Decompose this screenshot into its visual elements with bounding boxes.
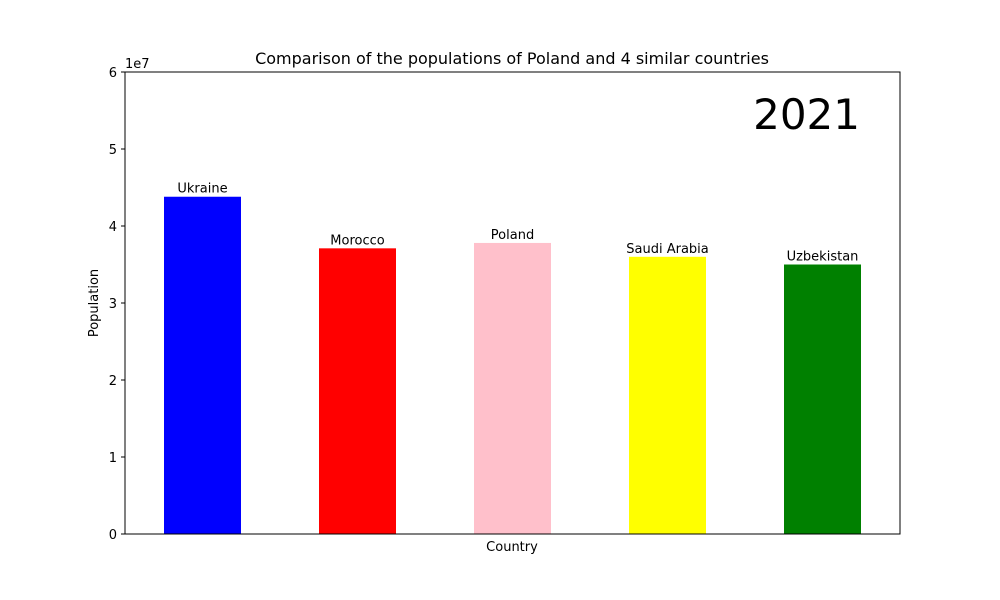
bar-labels-group: Ukraine Morocco Poland Saudi Arabia Uzbekist…: [177, 182, 858, 265]
chart-title: Comparison of the populations of Poland …: [255, 49, 769, 68]
bar-label: Saudi Arabia: [626, 242, 709, 257]
year-label: 2021: [753, 90, 860, 139]
bar-label: Poland: [491, 228, 534, 243]
y-tick-label: 2: [109, 374, 117, 389]
plot-area-frame: [124, 71, 901, 535]
y-tick-label: 6: [109, 66, 117, 81]
y-axis-multiplier: 1e7: [125, 57, 150, 72]
bar-label: Morocco: [330, 233, 384, 248]
y-tick-label: 0: [109, 528, 117, 543]
bar-poland: [474, 242, 551, 534]
y-tick-label: 5: [109, 143, 117, 158]
y-tick-label: 3: [109, 297, 117, 312]
x-axis-label: Country: [486, 540, 538, 555]
bar-ukraine: [164, 196, 241, 535]
y-axis-label: Population: [87, 269, 102, 337]
bar-saudi-arabia: [629, 256, 706, 534]
y-axis-ticks: 0 1 2 3 4 5 6: [109, 66, 125, 543]
bars-group: [164, 196, 861, 535]
y-tick-label: 4: [109, 220, 117, 235]
bar-uzbekistan: [784, 264, 861, 534]
y-tick-label: 1: [109, 451, 117, 466]
bar-label: Ukraine: [177, 182, 227, 197]
bar-morocco: [319, 248, 396, 534]
bar-label: Uzbekistan: [787, 250, 859, 265]
